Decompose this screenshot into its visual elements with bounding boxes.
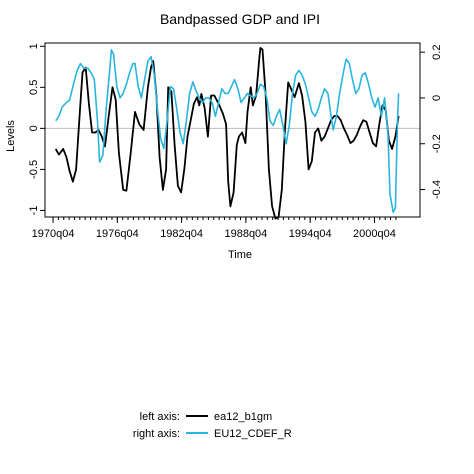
legend-right-axis-label: right axis:	[133, 428, 180, 440]
series-line-eu12-cdef-r	[55, 49, 400, 214]
right-axis-tick-label: -0.4	[431, 180, 443, 199]
legend: left axis: ea12_b1gm right axis: EU12_CD…	[133, 411, 292, 440]
left-axis-tick-label: 1	[28, 43, 40, 49]
legend-left-axis-label: left axis:	[140, 411, 180, 423]
left-axis-tick-label: 0.5	[28, 80, 40, 95]
left-axis-tick-label: -1	[28, 206, 40, 216]
chart-title: Bandpassed GDP and IPI	[160, 11, 320, 27]
left-axis-tick-label: 0	[28, 125, 40, 131]
x-axis-tick-label: 1982q04	[160, 228, 203, 240]
x-axis-tick-label: 2000q04	[353, 228, 396, 240]
series-layer	[54, 47, 400, 220]
left-axis-label: Levels	[5, 120, 17, 152]
legend-series-eu12-cdef-r: EU12_CDEF_R	[214, 428, 292, 440]
left-axis: -1 -0.5 0 0.5 1	[28, 43, 45, 215]
plot-frame	[44, 42, 421, 218]
x-axis-tick-label: 1970q04	[32, 228, 75, 240]
series-line-ea12-b1gm	[54, 47, 400, 220]
right-axis-tick-label: 0	[431, 95, 443, 101]
legend-series-ea12-b1gm: ea12_b1gm	[214, 411, 272, 423]
x-axis-tick-label: 1988q04	[224, 228, 267, 240]
x-axis: 1970q04 1976q04 1982q04 1988q04 1994q04 2000q…	[32, 217, 397, 240]
right-axis: -0.4 -0.2 0 0.2	[420, 45, 443, 199]
x-axis-tick-label: 1994q04	[289, 228, 332, 240]
right-axis-tick-label: 0.2	[431, 45, 443, 60]
right-axis-tick-label: -0.2	[431, 134, 443, 153]
left-axis-tick-label: -0.5	[28, 160, 40, 179]
x-axis-label: Time	[228, 249, 252, 261]
plot-area	[44, 42, 421, 220]
x-axis-tick-label: 1976q04	[96, 228, 139, 240]
